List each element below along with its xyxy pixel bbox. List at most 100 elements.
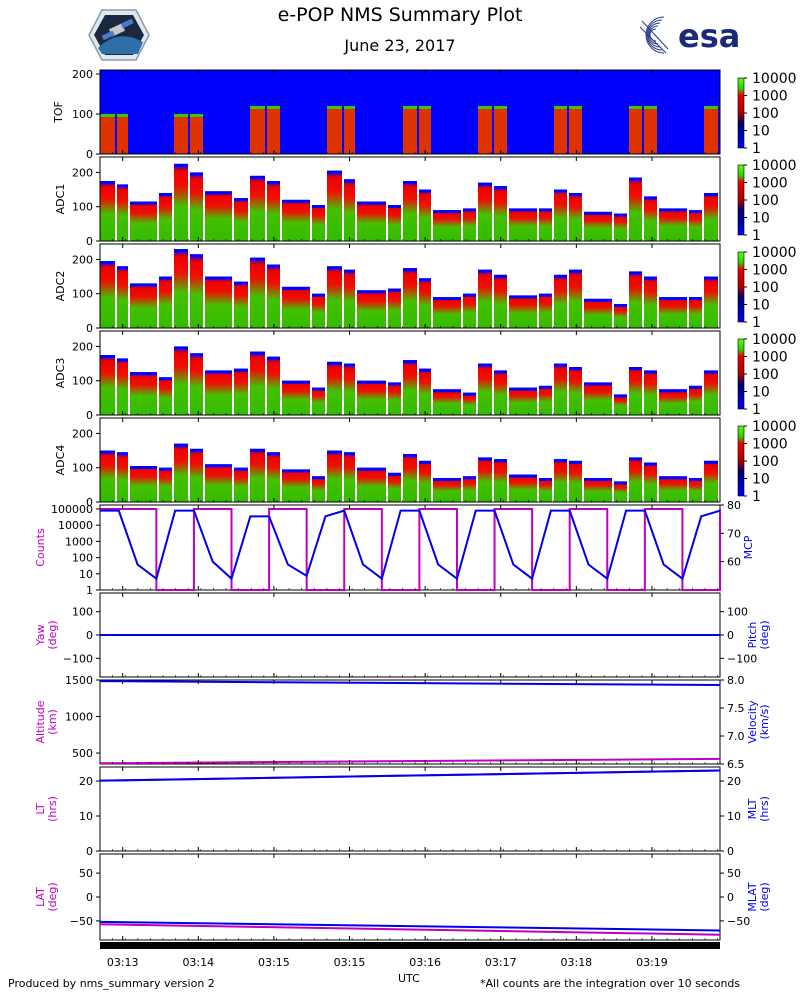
panel-adc1: ADC1 [54, 156, 721, 242]
panel-counts-mcp-ytick-label: 100 [72, 552, 93, 565]
panel-lt-mlt-ytick-label: 10 [79, 810, 93, 823]
panel-adc2-bar-cap [584, 298, 612, 302]
panel-adc2-bar-cap [569, 269, 582, 273]
time-bar [100, 942, 720, 949]
panel-adc1-bar-cap [159, 193, 172, 196]
panel-adc3-bar-cap [539, 385, 552, 389]
panel-adc4-bar [509, 474, 537, 502]
panel-adc2-bar-cap [159, 276, 172, 280]
panel-tof-band [704, 106, 718, 109]
panel-lat-mlat-ylabel-right-line: MLAT [746, 882, 759, 912]
panel-adc3-bar [509, 387, 537, 415]
panel-adc2-bar-cap [478, 269, 492, 273]
panel-counts-mcp-ytick-label: 70 [727, 527, 741, 540]
panel-lt-mlt-ytick-label: 10 [727, 810, 741, 823]
panel-lat-mlat-ytick-label: 50 [727, 867, 741, 880]
panel-adc1-bar-cap [704, 193, 718, 196]
panel-adc4-bar [419, 460, 431, 502]
panel-adc3-bar [344, 363, 355, 415]
panel-adc3-bar [704, 370, 718, 415]
panel-lt-mlt-ytick-label: 20 [727, 775, 741, 788]
panel-tof-signal-block [267, 108, 280, 154]
panel-adc3-bar [644, 370, 657, 415]
panel-adc1-bar [403, 181, 417, 241]
panel-adc2-bar [250, 257, 265, 328]
panel-adc1-ytick-label: 100 [72, 201, 93, 214]
panel-adc3-bar [494, 370, 507, 415]
panel-adc2-bar-cap [117, 266, 128, 270]
panel-adc4-bar-cap [584, 478, 612, 481]
panel-adc4-bar [174, 443, 188, 502]
panel-tof-signal-block [569, 108, 582, 154]
panel-adc4-bar [267, 452, 280, 502]
panel-adc2-bar-cap [100, 261, 115, 265]
panel-adc3-bar [403, 360, 417, 415]
panel-adc2-bar [539, 293, 552, 328]
panel-adc3-bar [554, 363, 567, 415]
panel-adc1-bar-cap [312, 205, 325, 208]
panel-adc1-bar-cap [433, 210, 461, 214]
panel-lt-mlt [99, 766, 721, 852]
panel-adc3-bar-cap [629, 367, 642, 370]
x-tick-label: 03:17 [485, 956, 517, 969]
panel-adc4-bar [629, 457, 642, 502]
panel-adc4-frame [99, 417, 721, 503]
panel-adc4-bar [344, 452, 355, 502]
panel-adc4-bar [614, 481, 627, 502]
panel-adc4-bar [159, 467, 172, 502]
panel-adc2-bar [584, 298, 612, 328]
panel-adc2-bar-cap [234, 281, 248, 285]
panel-adc2-bar [282, 286, 310, 328]
panel-adc2-bar-cap [614, 304, 627, 307]
panel-adc3-bar-cap [234, 368, 248, 372]
panel-yaw-pitch-ytick-label: 100 [72, 606, 93, 619]
panel-adc4-bar-cap [554, 459, 567, 463]
panel-lat-mlat-ytick-label: 0 [86, 891, 93, 904]
panel-adc2-ytick-label: 0 [86, 322, 93, 335]
panel-adc2-ytick-label: 200 [72, 253, 93, 266]
panel-adc2-bar [659, 297, 687, 328]
panel-adc1-bar [388, 205, 401, 241]
panel-altitude-velocity-ytick-label: 500 [72, 747, 93, 760]
panel-adc2-bar-cap [250, 257, 265, 261]
panel-adc3-bar-cap [554, 363, 567, 367]
panel-tof-band [569, 106, 582, 109]
panel-adc3: ADC3 [54, 330, 721, 416]
panel-lt-mlt-ytick-label: 20 [79, 775, 93, 788]
panel-adc1-bar [433, 210, 461, 241]
panel-adc4-bar-cap [100, 450, 115, 454]
panel-adc4-bar [205, 464, 232, 502]
panel-adc4-bar-cap [644, 462, 657, 466]
panel-adc1-bar [478, 182, 492, 241]
panel-adc2-bar-cap [433, 297, 461, 301]
panel-tof: TOF [52, 69, 721, 155]
panel-adc2-bar [554, 274, 567, 328]
panel-adc4-colorbar [737, 425, 745, 497]
panel-lat-mlat-ylabel-left-line: LAT [34, 887, 47, 907]
panel-tof-colorbar-label: 1000 [752, 89, 788, 105]
panel-adc3-bar [250, 351, 265, 415]
panel-lt-mlt-ylabel-left: LT (hrs) [34, 796, 59, 822]
panel-counts-mcp-counts-line [100, 508, 721, 591]
panel-adc1-bar [282, 199, 310, 241]
panel-adc4-bar-cap [509, 474, 537, 478]
panel-adc1-bar [463, 208, 476, 241]
panel-adc4-bar-cap [494, 459, 507, 463]
panel-adc2-bar [100, 261, 115, 328]
panel-lat-mlat-ylabel-left: LAT (deg) [34, 882, 59, 911]
panel-adc4-bar-cap [689, 478, 702, 481]
panel-counts-mcp-mcp-line [100, 509, 721, 581]
panel-adc2-bar [689, 297, 702, 328]
panel-adc4-bar [644, 462, 657, 502]
panel-adc4-bar-cap [282, 469, 310, 473]
panel-adc4-bar-cap [312, 476, 325, 480]
panel-adc3-bar-cap [312, 387, 325, 391]
panel-adc1-bar-cap [174, 163, 188, 167]
panel-adc3-bar [584, 382, 612, 415]
panel-adc1-bar [554, 189, 567, 241]
panel-adc1-bar-cap [689, 210, 702, 214]
panel-adc3-bar [282, 380, 310, 415]
panel-adc3-bar [117, 358, 128, 415]
panel-adc3-ytick-label: 100 [72, 375, 93, 388]
